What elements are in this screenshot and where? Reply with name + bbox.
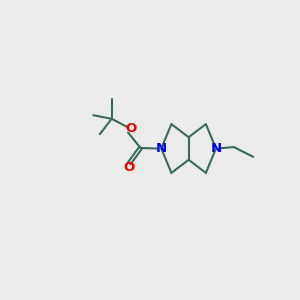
Text: N: N [210,142,221,155]
Text: O: O [124,161,135,174]
Text: N: N [156,142,167,155]
Text: O: O [125,122,136,135]
